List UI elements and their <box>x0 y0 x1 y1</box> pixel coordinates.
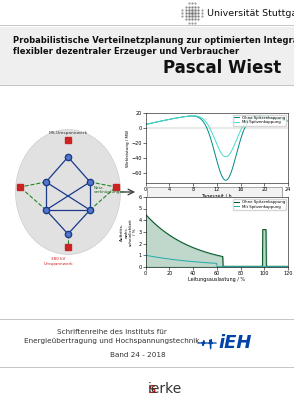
Line: Ohne Spitzenkappung: Ohne Spitzenkappung <box>146 116 288 180</box>
Legend: Ohne Spitzenkappung, Mit Spitzenkappung: Ohne Spitzenkappung, Mit Spitzenkappung <box>233 199 286 210</box>
Ohne Spitzenkappung <box>234 264 237 269</box>
Mit Spitzenkappung <box>200 260 204 265</box>
Ohne Spitzenkappung <box>232 161 235 166</box>
Ohne Spitzenkappung <box>230 169 233 174</box>
Y-axis label: Auftritts-
wahr-
scheinlichkeit
/ %: Auftritts- wahr- scheinlichkeit / % <box>120 218 137 246</box>
Ohne Spitzenkappung <box>274 116 278 121</box>
Mit Spitzenkappung <box>161 256 164 261</box>
Text: Energieübertragung und Hochspannungstechnik: Energieübertragung und Hochspannungstech… <box>24 338 200 344</box>
Mit Spitzenkappung <box>234 264 237 269</box>
Ohne Spitzenkappung <box>190 245 194 250</box>
Line: Mit Spitzenkappung: Mit Spitzenkappung <box>146 116 288 157</box>
Ellipse shape <box>16 130 121 254</box>
Ohne Spitzenkappung <box>161 228 164 233</box>
Mit Spitzenkappung <box>286 264 290 269</box>
Mit Spitzenkappung <box>265 114 268 119</box>
Ohne Spitzenkappung <box>224 178 228 183</box>
X-axis label: Tageszeit / h: Tageszeit / h <box>201 194 232 199</box>
Mit Spitzenkappung <box>232 144 235 149</box>
Ohne Spitzenkappung <box>265 114 268 119</box>
Text: MS-Umspannwerk: MS-Umspannwerk <box>49 131 88 135</box>
Ohne Spitzenkappung <box>221 264 225 269</box>
Ohne Spitzenkappung <box>286 264 290 269</box>
Ohne Spitzenkappung <box>229 171 233 176</box>
Text: s: s <box>148 382 155 396</box>
Line: Mit Spitzenkappung: Mit Spitzenkappung <box>146 255 288 266</box>
Mit Spitzenkappung <box>229 150 233 155</box>
X-axis label: Leitungsauslastung / %: Leitungsauslastung / % <box>188 277 245 282</box>
Mit Spitzenkappung <box>230 149 233 154</box>
Text: Universität Stuttgart: Universität Stuttgart <box>207 8 294 18</box>
Mit Spitzenkappung <box>248 264 251 269</box>
Text: ierke: ierke <box>148 382 182 396</box>
Line: Ohne Spitzenkappung: Ohne Spitzenkappung <box>146 214 288 266</box>
Ohne Spitzenkappung <box>247 264 250 269</box>
Text: Schriftenreihe des Instituts für: Schriftenreihe des Instituts für <box>57 329 167 335</box>
Ohne Spitzenkappung <box>190 113 193 118</box>
Mit Spitzenkappung <box>286 118 290 123</box>
Ohne Spitzenkappung <box>144 212 147 217</box>
Text: Optimierung der
Netzverstärkung durch
dynamische Spitzenkappung: Optimierung der Netzverstärkung durch dy… <box>161 198 267 219</box>
Mit Spitzenkappung <box>247 264 250 269</box>
Text: flexibler dezentraler Erzeuger und Verbraucher: flexibler dezentraler Erzeuger und Verbr… <box>13 47 239 56</box>
Text: iEH: iEH <box>218 334 251 352</box>
Mit Spitzenkappung <box>191 113 195 118</box>
Mit Spitzenkappung <box>224 154 228 159</box>
Mit Spitzenkappung <box>215 264 219 269</box>
Text: 380 kV
Umspannwerk: 380 kV Umspannwerk <box>43 257 73 266</box>
Y-axis label: Wirkleistung / MW: Wirkleistung / MW <box>126 129 130 167</box>
FancyBboxPatch shape <box>0 27 294 85</box>
Ohne Spitzenkappung <box>248 264 251 269</box>
Text: Probabilistische Verteilnetzplanung zur optimierten Integration: Probabilistische Verteilnetzplanung zur … <box>13 36 294 45</box>
Ohne Spitzenkappung <box>144 122 148 127</box>
Mit Spitzenkappung <box>144 122 148 127</box>
Mit Spitzenkappung <box>190 259 194 264</box>
Text: Netz-
verknüpfungen: Netz- verknüpfungen <box>94 186 126 194</box>
FancyBboxPatch shape <box>147 187 282 229</box>
Ohne Spitzenkappung <box>200 249 204 254</box>
Ohne Spitzenkappung <box>144 122 147 127</box>
Mit Spitzenkappung <box>144 253 147 258</box>
Mit Spitzenkappung <box>144 122 147 127</box>
Text: Band 24 - 2018: Band 24 - 2018 <box>110 352 166 358</box>
Ohne Spitzenkappung <box>286 118 290 123</box>
Legend: Ohne Spitzenkappung, Mit Spitzenkappung: Ohne Spitzenkappung, Mit Spitzenkappung <box>233 115 286 126</box>
Text: Pascal Wiest: Pascal Wiest <box>163 59 281 77</box>
Mit Spitzenkappung <box>274 116 278 121</box>
